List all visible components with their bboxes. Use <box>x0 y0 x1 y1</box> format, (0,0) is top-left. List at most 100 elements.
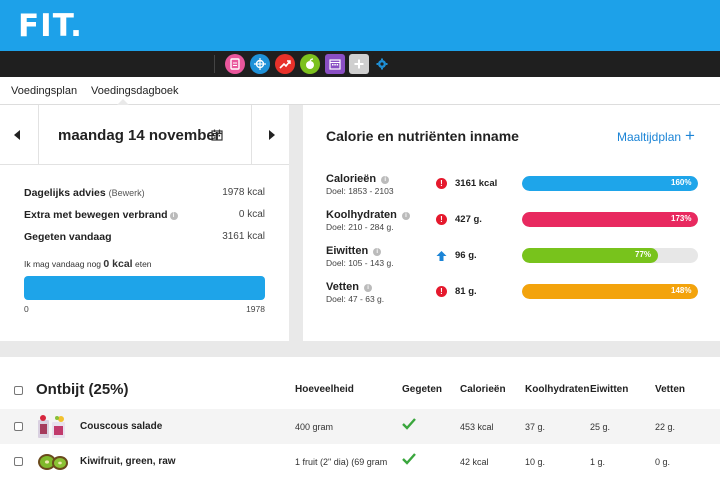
nutrient-name-text: Eiwitten <box>326 245 369 257</box>
food-calories: 42 kcal <box>460 457 489 467</box>
mealplan-link[interactable]: Maaltijdplan <box>617 130 682 144</box>
nutrient-name: Eiwitten i <box>326 245 382 257</box>
sub-navigation: Voedingsplan Voedingsdagboek <box>0 77 720 105</box>
check-icon[interactable] <box>402 453 416 465</box>
food-carbs: 37 g. <box>525 422 546 432</box>
nutrient-percent: 148% <box>671 286 692 295</box>
info-icon[interactable]: i <box>381 176 390 184</box>
column-header: Vetten <box>655 384 686 395</box>
next-day-button[interactable] <box>251 105 289 165</box>
toolbar-divider <box>214 55 215 73</box>
apple-icon[interactable] <box>300 54 320 74</box>
nutrient-percent: 173% <box>671 214 692 223</box>
row-checkbox[interactable] <box>14 457 23 466</box>
date-navigator: maandag 14 november <box>0 105 289 165</box>
edit-link[interactable]: (Bewerk) <box>108 188 145 198</box>
nutrient-value: 81 g. <box>455 286 477 297</box>
daily-advice-label: Dagelijks advies (Bewerk) <box>24 187 145 199</box>
calorie-progress-bar <box>24 276 265 300</box>
column-header: Koolhydraten <box>525 384 590 395</box>
meal-table: Ontbijt (25%) Hoeveelheid Gegeten Calori… <box>0 357 720 480</box>
chevron-left-icon <box>14 130 20 140</box>
nutrient-progress-fill <box>522 284 698 299</box>
day-summary-panel: maandag 14 november Dagelijks advies (Be… <box>0 105 289 341</box>
food-amount: 400 gram <box>295 422 334 432</box>
arrow-up-icon <box>436 249 447 267</box>
nutrient-row-calories: Calorieën i Doel: 1853 - 2103 ! 3161 kca… <box>326 173 706 203</box>
nutrient-progress-fill <box>522 176 698 191</box>
warning-icon: ! <box>436 286 447 297</box>
column-header: Eiwitten <box>590 384 629 395</box>
column-header: Hoeveelheid <box>295 384 354 395</box>
food-calories: 453 kcal <box>460 422 494 432</box>
info-icon[interactable]: i <box>169 212 178 220</box>
app-logo[interactable]: FIT. <box>18 8 83 44</box>
warning-icon: ! <box>436 178 447 189</box>
info-icon[interactable]: i <box>364 284 373 292</box>
nutrient-progress-bar: 173% <box>522 212 698 227</box>
remaining-value: 0 kcal <box>103 258 133 270</box>
calendar-icon[interactable] <box>325 54 345 74</box>
nutrient-row-carbs: Koolhydraten i Doel: 210 - 284 g. ! 427 … <box>326 209 706 239</box>
document-icon[interactable] <box>225 54 245 74</box>
nutrient-progress-fill <box>522 248 658 263</box>
nutrient-name: Koolhydraten i <box>326 209 410 221</box>
tab-voedingsdagboek[interactable]: Voedingsdagboek <box>91 85 179 97</box>
target-icon[interactable] <box>250 54 270 74</box>
divider <box>38 105 39 165</box>
column-header: Calorieën <box>460 384 506 395</box>
table-row[interactable]: Couscous salade 400 gram 453 kcal 37 g. … <box>0 409 720 444</box>
row-checkbox[interactable] <box>14 422 23 431</box>
couscous-salad-image <box>38 415 65 438</box>
gear-icon[interactable] <box>372 54 392 74</box>
eaten-today-label: Gegeten vandaag <box>24 231 112 243</box>
app-header: FIT. <box>0 0 720 51</box>
previous-day-button[interactable] <box>0 105 38 165</box>
info-icon[interactable]: i <box>401 212 410 220</box>
nutrient-value: 3161 kcal <box>455 178 498 189</box>
daily-advice-text: Dagelijks advies <box>24 187 106 199</box>
nutrient-name-text: Calorieën <box>326 173 377 185</box>
food-name[interactable]: Couscous salade <box>80 421 163 432</box>
extra-burned-value: 0 kcal <box>238 209 265 220</box>
nutrient-name: Vetten i <box>326 281 373 293</box>
nutrient-progress-bar: 160% <box>522 176 698 191</box>
nutrient-goal: Doel: 210 - 284 g. <box>326 222 394 232</box>
plus-icon[interactable] <box>349 54 369 74</box>
icon-toolbar <box>0 51 720 77</box>
nutrient-goal: Doel: 1853 - 2103 <box>326 186 394 196</box>
food-amount: 1 fruit (2" dia) (69 gram <box>295 457 388 467</box>
nutrient-percent: 160% <box>671 178 692 187</box>
nutrient-progress-bar: 148% <box>522 284 698 299</box>
kiwifruit-image <box>38 454 68 470</box>
remaining-prefix: Ik mag vandaag nog <box>24 259 102 269</box>
calendar-icon[interactable] <box>211 128 223 146</box>
nutrient-name-text: Vetten <box>326 281 360 293</box>
nutrient-name-text: Koolhydraten <box>326 209 397 221</box>
chevron-right-icon <box>269 130 275 140</box>
select-all-checkbox[interactable] <box>14 386 23 395</box>
tab-voedingsplan[interactable]: Voedingsplan <box>11 85 78 97</box>
divider <box>251 105 252 165</box>
remaining-suffix: eten <box>134 259 152 269</box>
trend-icon[interactable] <box>275 54 295 74</box>
food-name[interactable]: Kiwifruit, green, raw <box>80 456 176 467</box>
nutrient-value: 427 g. <box>455 214 482 225</box>
table-row[interactable]: Kiwifruit, green, raw 1 fruit (2" dia) (… <box>0 444 720 479</box>
food-carbs: 10 g. <box>525 457 546 467</box>
nutrient-row-protein: Eiwitten i Doel: 105 - 143 g. 96 g. 77% <box>326 245 706 275</box>
nutrient-panel-title: Calorie en nutriënten inname <box>326 128 519 144</box>
check-icon[interactable] <box>402 418 416 430</box>
meal-title: Ontbijt (25%) <box>36 381 129 398</box>
extra-burned-label: Extra met bewegen verbrand i <box>24 209 178 221</box>
column-header: Gegeten <box>402 384 443 395</box>
info-icon[interactable]: i <box>373 248 382 256</box>
nutrient-value: 96 g. <box>455 250 477 261</box>
current-date: maandag 14 november <box>58 127 221 144</box>
add-mealplan-icon[interactable]: + <box>685 126 695 145</box>
nutrient-name: Calorieën i <box>326 173 390 185</box>
food-protein: 25 g. <box>590 422 611 432</box>
remaining-calories-text: Ik mag vandaag nog 0 kcal eten <box>24 258 152 270</box>
progress-scale-max: 1978 <box>246 304 265 314</box>
nutrient-goal: Doel: 47 - 63 g. <box>326 294 385 304</box>
